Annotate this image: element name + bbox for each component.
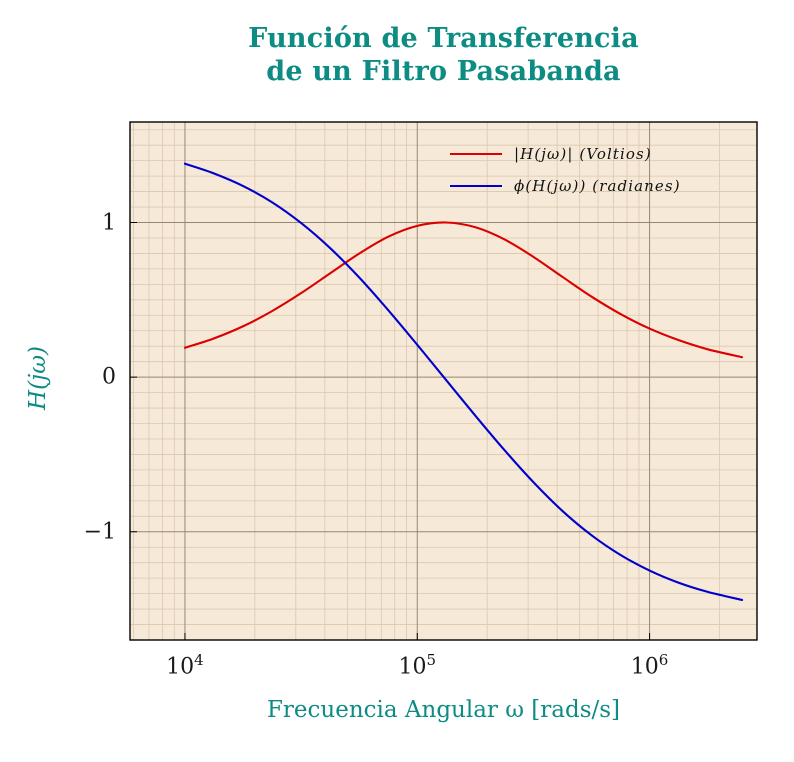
series-line-phase [183,162,744,601]
x-tick-label: 106 [630,651,669,680]
plot-background [130,122,757,640]
series-line-magnitude [183,221,744,359]
legend-line-sample [450,153,502,155]
chart-title-line1: Función de Transferencia [248,23,639,54]
plot-canvas [129,121,758,641]
y-tick-label: −1 [83,519,116,545]
x-axis-label: Frecuencia Angular ω [rads/s] [266,697,621,723]
x-tick-label: 105 [398,651,437,680]
legend: |H(jω)| (Voltios) ϕ(H(jω)) (radianes) [450,143,681,197]
legend-item: |H(jω)| (Voltios) [450,143,681,165]
y-tick-label: 1 [102,210,116,235]
x-tick-label: 104 [166,651,204,680]
legend-label: |H(jω)| (Voltios) [514,145,652,163]
chart-title-line2: de un Filtro Pasabanda [266,56,621,87]
y-axis-label: H(jω) [25,346,51,410]
chart-title: Función de Transferencia de un Filtro Pa… [130,22,757,88]
legend-label: ϕ(H(jω)) (radianes) [514,177,681,195]
legend-item: ϕ(H(jω)) (radianes) [450,175,681,197]
y-tick-label: 0 [102,364,116,390]
plot-frame [129,121,758,641]
legend-line-sample [450,185,502,187]
